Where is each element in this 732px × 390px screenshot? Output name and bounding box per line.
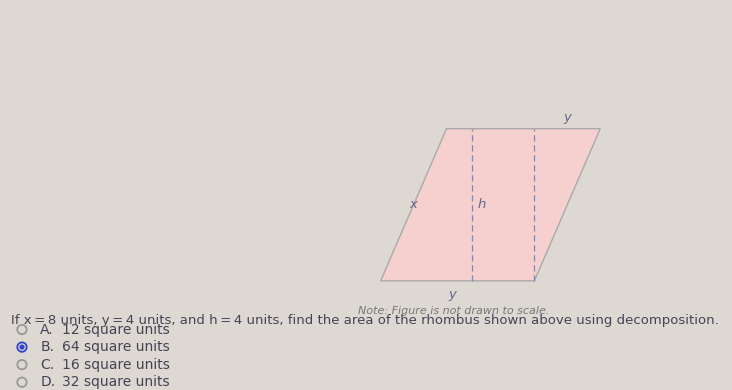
Text: A.: A. — [40, 323, 54, 337]
Text: Note: Figure is not drawn to scale.: Note: Figure is not drawn to scale. — [358, 306, 550, 316]
Polygon shape — [381, 129, 600, 281]
Text: 64 square units: 64 square units — [62, 340, 170, 354]
Text: y: y — [564, 110, 571, 124]
Text: 16 square units: 16 square units — [62, 358, 170, 372]
Text: x: x — [410, 198, 417, 211]
Text: D.: D. — [40, 375, 56, 389]
Text: y: y — [449, 288, 456, 301]
Text: 12 square units: 12 square units — [62, 323, 170, 337]
Ellipse shape — [19, 344, 25, 350]
Text: If x = 8 units, y = 4 units, and h = 4 units, find the area of the rhombus shown: If x = 8 units, y = 4 units, and h = 4 u… — [11, 314, 719, 327]
Text: C.: C. — [40, 358, 54, 372]
Text: B.: B. — [40, 340, 54, 354]
Text: 32 square units: 32 square units — [62, 375, 170, 389]
Text: h: h — [477, 198, 486, 211]
